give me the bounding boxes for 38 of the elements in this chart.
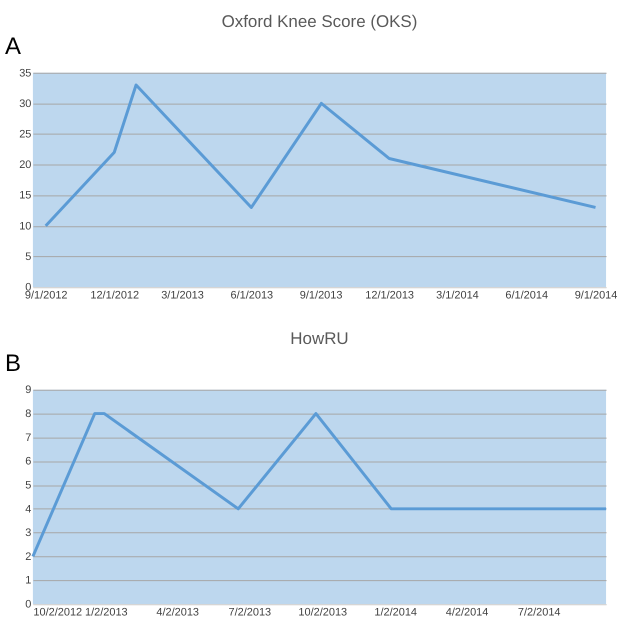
y-tick-label: 15 [19,190,32,202]
y-tick-label: 4 [25,503,32,516]
line-series [44,84,598,228]
x-tick-label: 9/1/2014 [574,290,618,302]
x-tick-label: 1/2/2014 [374,606,418,619]
x-tick-label: 6/1/2014 [505,290,548,302]
text: A [4,32,21,60]
x-tick-label: 9/1/2013 [300,290,342,302]
chart-title: Oxford Knee Score (OKS) [222,12,418,31]
y-tick-label: 8 [25,408,32,420]
y-tick-label: 25 [19,128,32,140]
y-tick-label: 9 [25,384,32,396]
y-tick-label: 3 [25,527,32,540]
y-tick-label: 20 [19,159,32,172]
y-tick-label: 30 [19,98,32,110]
y-tick-label: 1 [25,574,32,587]
y-tick-label: 5 [25,250,32,263]
y-tick-label: 5 [25,479,32,492]
y-tick-label: 35 [19,67,32,80]
x-tick-label: 7/2/2014 [518,606,560,619]
x-tick-label: 10/2/2012 [33,606,82,619]
y-tick-label: 7 [25,432,32,444]
y-tick-label: 6 [25,456,32,468]
x-tick-label: 12/1/2012 [90,290,140,302]
y-tick-label: 10 [19,220,32,232]
x-tick-label: 3/1/2013 [161,290,204,302]
y-tick-label: 0 [25,598,32,611]
x-tick-label: 4/2/2014 [446,606,488,619]
text: B [4,350,21,377]
x-tick-label: 1/2/2013 [85,606,128,619]
x-tick-label: 6/1/2013 [230,290,274,302]
y-tick-label: 2 [25,550,32,563]
x-tick-label: 7/2/2013 [228,606,272,619]
x-tick-label: 10/2/2013 [298,606,348,619]
x-tick-label: 4/2/2013 [156,606,199,619]
x-tick-label: 12/1/2013 [365,290,414,302]
chart-title: HowRU [290,328,349,348]
x-tick-label: 3/1/2014 [436,290,479,302]
